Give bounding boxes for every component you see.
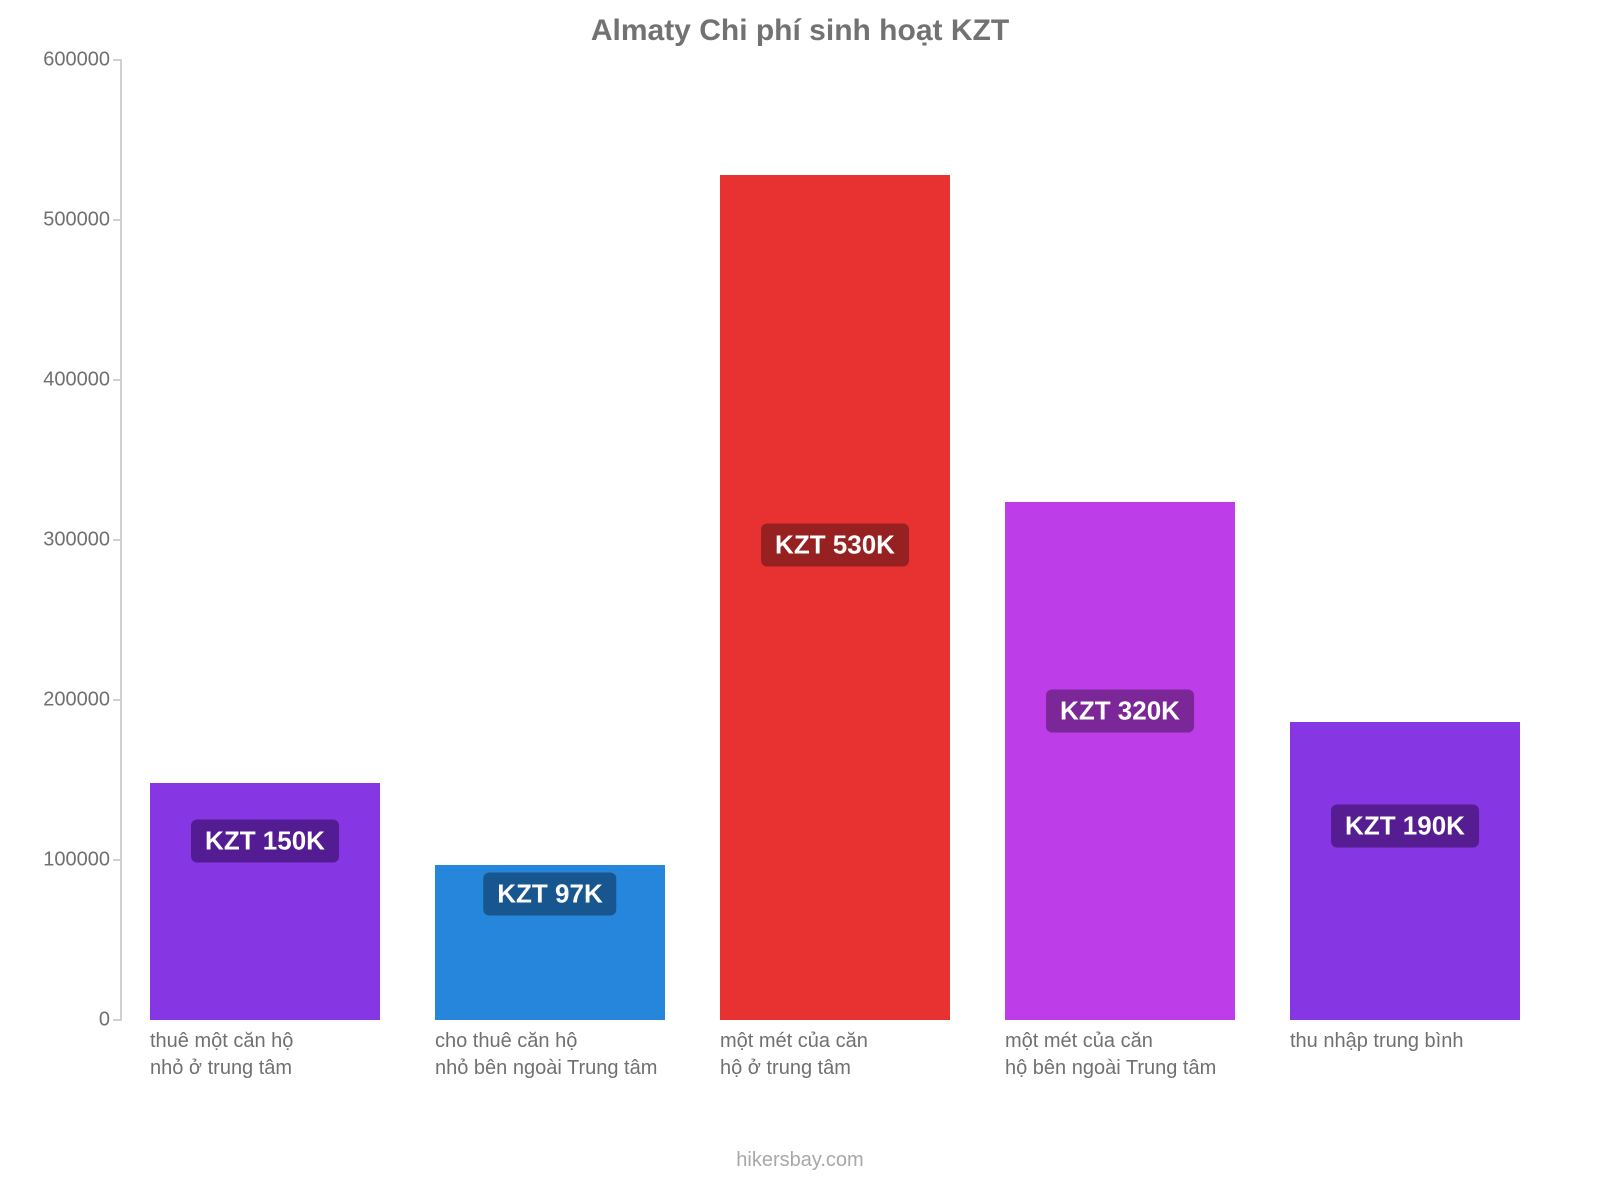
y-tick-mark	[113, 1019, 122, 1021]
x-category-label: một mét của căn hộ ở trung tâm	[720, 1028, 868, 1082]
x-category-label: cho thuê căn hộ nhỏ bên ngoài Trung tâm	[435, 1028, 657, 1082]
data-label: KZT 530K	[761, 523, 909, 566]
y-tick-mark	[113, 379, 122, 381]
y-tick-mark	[113, 699, 122, 701]
y-tick-label: 400000	[43, 369, 110, 392]
y-tick-label: 0	[99, 1009, 110, 1032]
y-tick-mark	[113, 219, 122, 221]
data-label: KZT 150K	[191, 819, 339, 862]
chart-title: Almaty Chi phí sinh hoạt KZT	[0, 14, 1600, 48]
y-tick-label: 200000	[43, 689, 110, 712]
bar	[720, 175, 950, 1020]
y-tick-mark	[113, 59, 122, 61]
y-tick-label: 500000	[43, 209, 110, 232]
data-label: KZT 97K	[483, 872, 616, 915]
y-tick-label: 100000	[43, 849, 110, 872]
x-category-label: một mét của căn hộ bên ngoài Trung tâm	[1005, 1028, 1216, 1082]
y-tick-label: 300000	[43, 529, 110, 552]
y-tick-label: 600000	[43, 49, 110, 72]
chart-container: Almaty Chi phí sinh hoạt KZT 0 100000 2000…	[0, 0, 1600, 1200]
bar	[1005, 502, 1235, 1020]
x-category-label: thu nhập trung bình	[1290, 1028, 1463, 1055]
attribution: hikersbay.com	[0, 1149, 1600, 1172]
data-label: KZT 320K	[1046, 690, 1194, 733]
x-category-label: thuê một căn hộ nhỏ ở trung tâm	[150, 1028, 293, 1082]
y-tick-mark	[113, 539, 122, 541]
data-label: KZT 190K	[1331, 805, 1479, 848]
y-tick-mark	[113, 859, 122, 861]
bar	[1290, 722, 1520, 1020]
